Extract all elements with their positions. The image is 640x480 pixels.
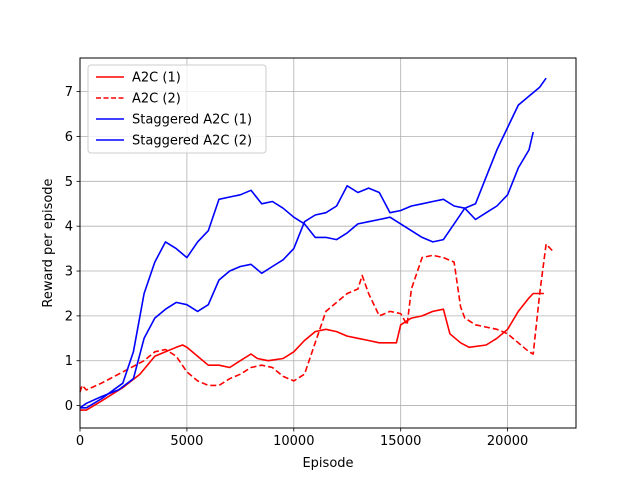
y-tick-label: 5 <box>65 175 73 190</box>
grid-lines <box>79 58 576 428</box>
x-tick-label: 20000 <box>487 434 528 449</box>
legend-label: A2C (1) <box>132 71 181 86</box>
y-tick-label: 7 <box>65 85 73 100</box>
legend: A2C (1) A2C (2) Staggered A2C (1) Staggered… <box>87 64 267 154</box>
y-tick-label: 4 <box>65 220 73 235</box>
series-line-1 <box>80 292 544 411</box>
axis-ticks: 0 5000 10000 15000 20000 0 1 2 3 4 5 6 7 <box>65 85 529 449</box>
y-tick-label: 6 <box>65 130 73 145</box>
series-layer <box>79 77 554 411</box>
series-line-4 <box>79 131 534 409</box>
series-line-3 <box>80 77 547 409</box>
legend-label: A2C (2) <box>132 92 181 107</box>
plot-frame <box>79 57 577 429</box>
x-tick-label: 15000 <box>380 434 421 449</box>
y-tick-label: 3 <box>65 265 73 280</box>
legend-box <box>87 64 267 154</box>
y-tick-label: 1 <box>65 354 73 369</box>
y-axis-label: Reward per episode <box>41 178 56 307</box>
series-line-2 <box>79 243 554 393</box>
x-tick-label: 0 <box>76 434 84 449</box>
y-tick-label: 2 <box>65 309 73 324</box>
x-tick-label: 5000 <box>170 434 203 449</box>
legend-label: Staggered A2C (1) <box>132 113 252 128</box>
legend-label: Staggered A2C (2) <box>132 134 252 149</box>
y-tick-label: 0 <box>65 399 73 414</box>
x-tick-label: 10000 <box>273 434 314 449</box>
x-axis-label: Episode <box>302 456 353 471</box>
